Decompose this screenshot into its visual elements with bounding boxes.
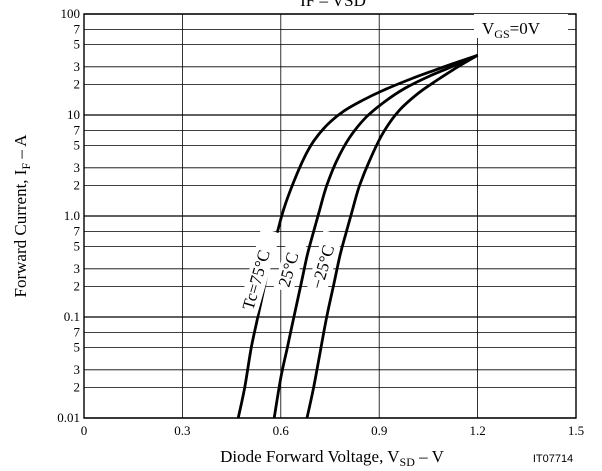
annotation: VGS=0V xyxy=(474,14,568,41)
y-tick-label: 2 xyxy=(74,178,81,193)
y-axis-label-sub: F xyxy=(19,163,33,170)
series-line-1 xyxy=(272,54,479,419)
x-axis-label: Diode Forward Voltage, VSD – V xyxy=(220,447,444,469)
x-tick-label: 0.3 xyxy=(174,423,190,438)
y-tick-label: 5 xyxy=(74,36,81,51)
x-axis-label-main: Diode Forward Voltage, V xyxy=(220,447,400,466)
y-tick-label: 5 xyxy=(74,238,81,253)
x-tick-labels: 0 0.3 0.6 0.9 1.2 1.5 xyxy=(81,423,584,438)
y-tick-label: 7 xyxy=(74,123,81,138)
annotation-main: V xyxy=(482,19,495,38)
curve-label-bg-m25 xyxy=(306,230,343,296)
figure-code: IT07714 xyxy=(533,453,573,465)
y-tick-label: 5 xyxy=(74,339,81,354)
x-tick-label: 0 xyxy=(81,423,88,438)
y-axis-label-main: Forward Current, I xyxy=(11,169,30,297)
annotation-text: VGS=0V xyxy=(482,19,541,41)
y-axis-label-rest: – A xyxy=(11,134,30,163)
x-tick-label: 1.2 xyxy=(469,423,485,438)
curve-label-25: 25°C xyxy=(275,250,303,289)
plot-frame xyxy=(83,13,577,419)
series-line-0 xyxy=(236,53,479,419)
y-tick-label: 0.1 xyxy=(64,309,80,324)
curve-label-bg-25 xyxy=(273,237,308,294)
x-tick-label: 0.9 xyxy=(371,423,387,438)
y-tick-label: 3 xyxy=(74,160,81,175)
curve-labels: Tc=75°C 25°C −25°C xyxy=(237,228,343,317)
annotation-sub: GS xyxy=(494,27,509,41)
y-tick-label: 100 xyxy=(61,6,81,21)
y-tick-label: 10 xyxy=(67,107,80,122)
y-tick-label: 3 xyxy=(74,59,81,74)
y-tick-label: 7 xyxy=(74,22,81,37)
y-axis-label: Forward Current, IF – A xyxy=(11,134,33,298)
series-line-2 xyxy=(305,54,479,419)
chart-title-text: IF – VSD xyxy=(300,0,366,10)
x-axis-label-rest: – V xyxy=(415,447,445,466)
annotation-bg xyxy=(474,14,568,38)
y-tick-label: 7 xyxy=(74,224,81,239)
x-tick-label: 1.5 xyxy=(568,423,584,438)
y-tick-label: 0.01 xyxy=(57,410,80,425)
curves xyxy=(236,53,479,419)
x-tick-label: 0.6 xyxy=(273,423,290,438)
y-tick-label: 7 xyxy=(74,325,81,340)
y-tick-label: 3 xyxy=(74,261,81,276)
curve-label-bg-75 xyxy=(237,228,281,317)
y-tick-label: 2 xyxy=(74,279,81,294)
annotation-rest: =0V xyxy=(510,19,541,38)
y-tick-label: 2 xyxy=(74,380,81,395)
y-tick-label: 3 xyxy=(74,362,81,377)
x-axis-label-sub: SD xyxy=(400,455,416,469)
y-tick-label: 5 xyxy=(74,137,81,152)
grid xyxy=(83,13,577,419)
curve-label-75: Tc=75°C xyxy=(239,248,274,312)
y-tick-label: 2 xyxy=(74,77,81,92)
chart-title: IF – VSD xyxy=(300,0,366,10)
y-tick-label: 1.0 xyxy=(64,208,80,223)
